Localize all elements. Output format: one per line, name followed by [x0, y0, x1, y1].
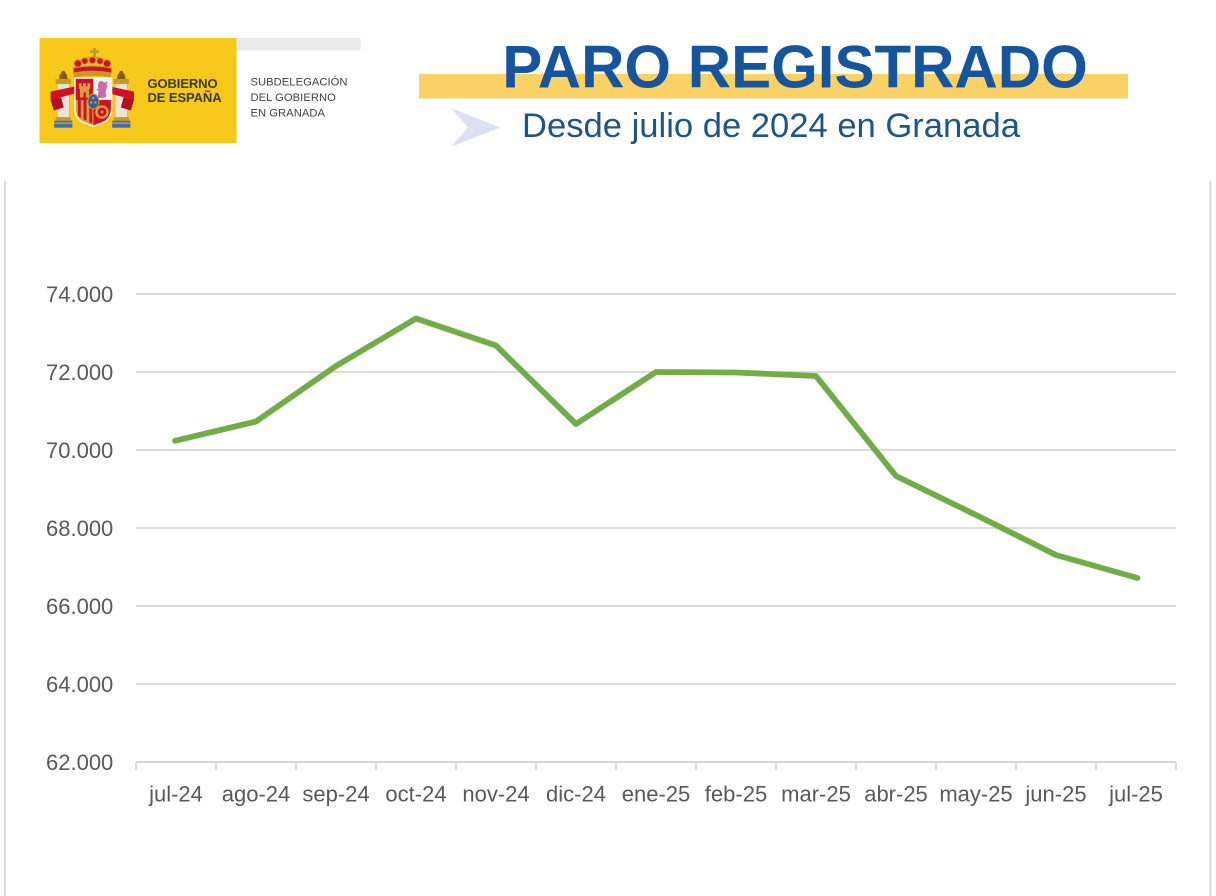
svg-text:abr-25: abr-25 — [864, 782, 928, 807]
svg-text:oct-24: oct-24 — [385, 782, 446, 807]
svg-text:74.000: 74.000 — [46, 282, 113, 307]
svg-text:jun-25: jun-25 — [1024, 782, 1086, 807]
svg-text:SUBDELEGACIÓN: SUBDELEGACIÓN — [251, 76, 348, 89]
svg-text:sep-24: sep-24 — [302, 782, 369, 807]
svg-text:may-25: may-25 — [939, 782, 1012, 807]
svg-text:64.000: 64.000 — [46, 672, 113, 697]
svg-text:dic-24: dic-24 — [546, 782, 606, 807]
svg-text:PARO REGISTRADO: PARO REGISTRADO — [502, 34, 1088, 101]
svg-text:62.000: 62.000 — [46, 750, 113, 775]
svg-text:nov-24: nov-24 — [462, 782, 529, 807]
svg-text:mar-25: mar-25 — [781, 782, 851, 807]
svg-text:66.000: 66.000 — [46, 594, 113, 619]
svg-text:70.000: 70.000 — [46, 438, 113, 463]
svg-text:DEL GOBIERNO: DEL GOBIERNO — [251, 92, 337, 104]
svg-text:ene-25: ene-25 — [622, 782, 691, 807]
svg-text:Desde julio de 2024 en Granada: Desde julio de 2024 en Granada — [522, 107, 1021, 145]
svg-text:EN GRANADA: EN GRANADA — [251, 107, 326, 119]
svg-text:ago-24: ago-24 — [222, 782, 291, 807]
svg-text:GOBIERNO: GOBIERNO — [148, 76, 218, 91]
svg-text:feb-25: feb-25 — [705, 782, 767, 807]
svg-text:jul-25: jul-25 — [1108, 782, 1163, 807]
svg-text:DE ESPAÑA: DE ESPAÑA — [148, 90, 223, 105]
svg-text:72.000: 72.000 — [46, 360, 113, 385]
svg-text:68.000: 68.000 — [46, 516, 113, 541]
svg-text:jul-24: jul-24 — [148, 782, 203, 807]
